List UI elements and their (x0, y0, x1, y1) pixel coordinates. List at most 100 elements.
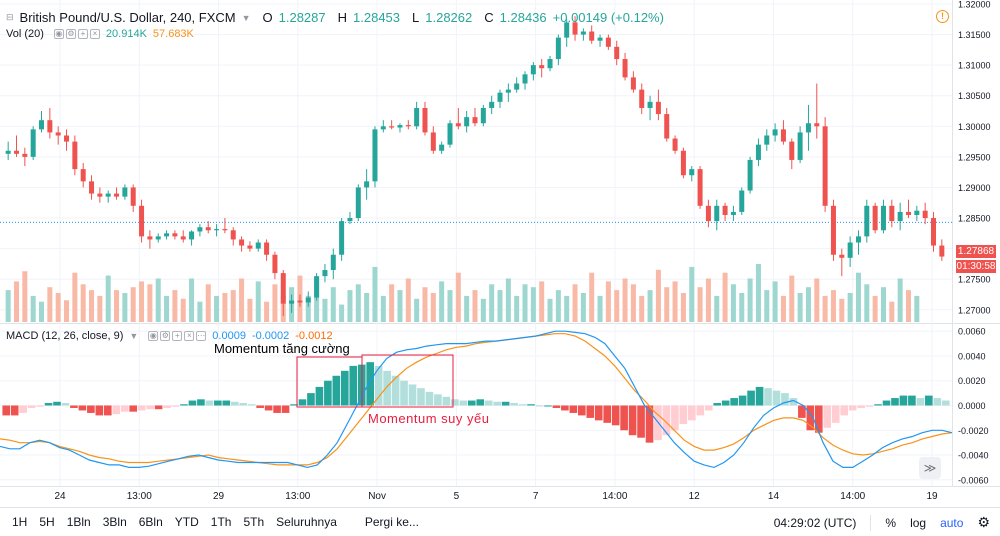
add-icon[interactable]: + (77, 29, 88, 39)
timeframe-5h[interactable]: 5H (39, 515, 55, 529)
volume-bar (689, 266, 695, 322)
eye-icon[interactable]: ◉ (53, 29, 64, 39)
chevron-down-icon[interactable]: ▼ (129, 331, 139, 341)
volume-bar (572, 284, 578, 322)
macd-histogram-bar (239, 403, 248, 406)
candle-body (655, 101, 661, 115)
close-icon[interactable]: × (184, 331, 195, 341)
macd-histogram-bar (247, 404, 256, 406)
price-tick-label: 1.29000 (958, 183, 991, 193)
timeframe-1bln[interactable]: 1Bln (66, 515, 91, 529)
collapse-icon[interactable]: ⊟ (6, 12, 14, 22)
macd-histogram-bar (70, 405, 78, 408)
macd-label[interactable]: MACD (12, 26, close, 9) (6, 330, 124, 342)
candle-body (97, 193, 103, 197)
candle-body (39, 120, 45, 130)
volume-bar (347, 290, 353, 322)
last-price-badge: 1.27868 (956, 245, 996, 258)
symbol-title[interactable]: British Pound/U.S. Dollar, 240, FXCM (19, 10, 236, 25)
volume-legend: Vol (20) ◉ ⚙ + × 20.914K 57.683K (6, 28, 194, 40)
volume-bar (22, 271, 28, 322)
macd-histogram-bar (10, 405, 19, 416)
volume-bar (580, 293, 586, 322)
more-icon[interactable]: ⋯ (196, 331, 207, 341)
volume-bar (30, 295, 36, 322)
auto-toggle[interactable]: auto (940, 515, 964, 530)
candle-body (780, 129, 786, 142)
candle-body (739, 190, 745, 212)
signal-value: -0.0002 (251, 330, 290, 342)
warning-icon[interactable]: ! (936, 10, 949, 23)
candle-body (672, 138, 678, 151)
candle-body (389, 126, 395, 128)
candle-body (314, 276, 320, 298)
timeframe-6bln[interactable]: 6Bln (138, 515, 163, 529)
log-toggle[interactable]: log (910, 515, 927, 530)
eye-icon[interactable]: ◉ (148, 331, 159, 341)
percent-toggle[interactable]: % (885, 515, 897, 530)
time-tick-label: 5 (454, 491, 460, 502)
time-tick-label: 24 (54, 491, 66, 502)
goto-button[interactable]: Pergi ke... (364, 515, 419, 529)
volume-bar (447, 290, 453, 322)
macd-histogram-bar (688, 405, 696, 421)
chevron-down-icon[interactable]: ▼ (241, 12, 251, 23)
macd-tick-label: 0.0020 (958, 376, 986, 386)
volume-bar (605, 281, 611, 322)
timeframe-all[interactable]: Seluruhnya (276, 515, 337, 529)
volume-bar (639, 295, 645, 322)
volume-bar (497, 290, 503, 322)
macd-histogram-bar (908, 395, 916, 406)
candle-body (880, 205, 886, 231)
timeframe-3bln[interactable]: 3Bln (102, 515, 127, 529)
macd-histogram-bar (857, 405, 865, 408)
close-icon[interactable]: × (89, 29, 100, 39)
volume-bar (755, 264, 761, 322)
candle-body (114, 193, 120, 197)
candle-body (789, 141, 795, 160)
volume-bar (739, 293, 745, 322)
open-label: O (262, 10, 273, 25)
macd-histogram-bar (891, 398, 899, 406)
macd-histogram-bar (366, 362, 375, 406)
candle-body (272, 254, 278, 274)
countdown-badge: 01:30:58 (956, 260, 996, 273)
volume-bar (789, 275, 795, 322)
timeframe-1h[interactable]: 1H (12, 515, 28, 529)
macd-histogram-bar (535, 405, 544, 407)
settings-icon[interactable]: ⚙ (65, 29, 76, 39)
add-icon[interactable]: + (172, 331, 183, 341)
macd-histogram-bar (544, 405, 552, 407)
timeframe-ytd[interactable]: YTD (174, 515, 199, 529)
volume-bar (47, 287, 53, 322)
candle-body (139, 205, 145, 237)
gear-icon[interactable]: ⚙ (977, 514, 990, 530)
timeframe-1th[interactable]: 1Th (210, 515, 232, 529)
candle-body (722, 205, 728, 215)
volume-bar (305, 295, 311, 322)
chart-canvas[interactable]: 1.32000 1.31500 1.31000 1.30500 1.30000 1.295… (0, 0, 1000, 506)
macd-histogram-bar (188, 400, 197, 406)
macd-histogram-bar (324, 380, 332, 406)
candle-body (339, 221, 345, 255)
macd-histogram-bar (781, 393, 789, 406)
macd-value: 0.0009 (212, 330, 246, 342)
volume-bar (197, 301, 203, 322)
utc-clock[interactable]: 04:29:02 (UTC) (773, 515, 857, 530)
candle-body (189, 231, 195, 240)
candle-body (222, 229, 228, 231)
macd-histogram-bar (451, 399, 459, 406)
timeframe-5th[interactable]: 5Th (243, 515, 265, 529)
scroll-to-realtime-button[interactable]: ≫ (919, 457, 941, 479)
candle-body (464, 117, 470, 127)
macd-histogram-bar (340, 370, 349, 406)
macd-histogram-bar (332, 375, 341, 406)
chart-area[interactable]: 1.32000 1.31500 1.31000 1.30500 1.30000 1.295… (0, 0, 1000, 506)
price-tick-label: 1.30000 (958, 122, 991, 132)
candle-body (305, 297, 311, 303)
volume-bar (114, 290, 120, 322)
settings-icon[interactable]: ⚙ (160, 331, 171, 341)
macd-histogram-bar (374, 365, 383, 406)
volume-label[interactable]: Vol (20) (6, 28, 44, 40)
macd-histogram-bar (467, 400, 476, 406)
